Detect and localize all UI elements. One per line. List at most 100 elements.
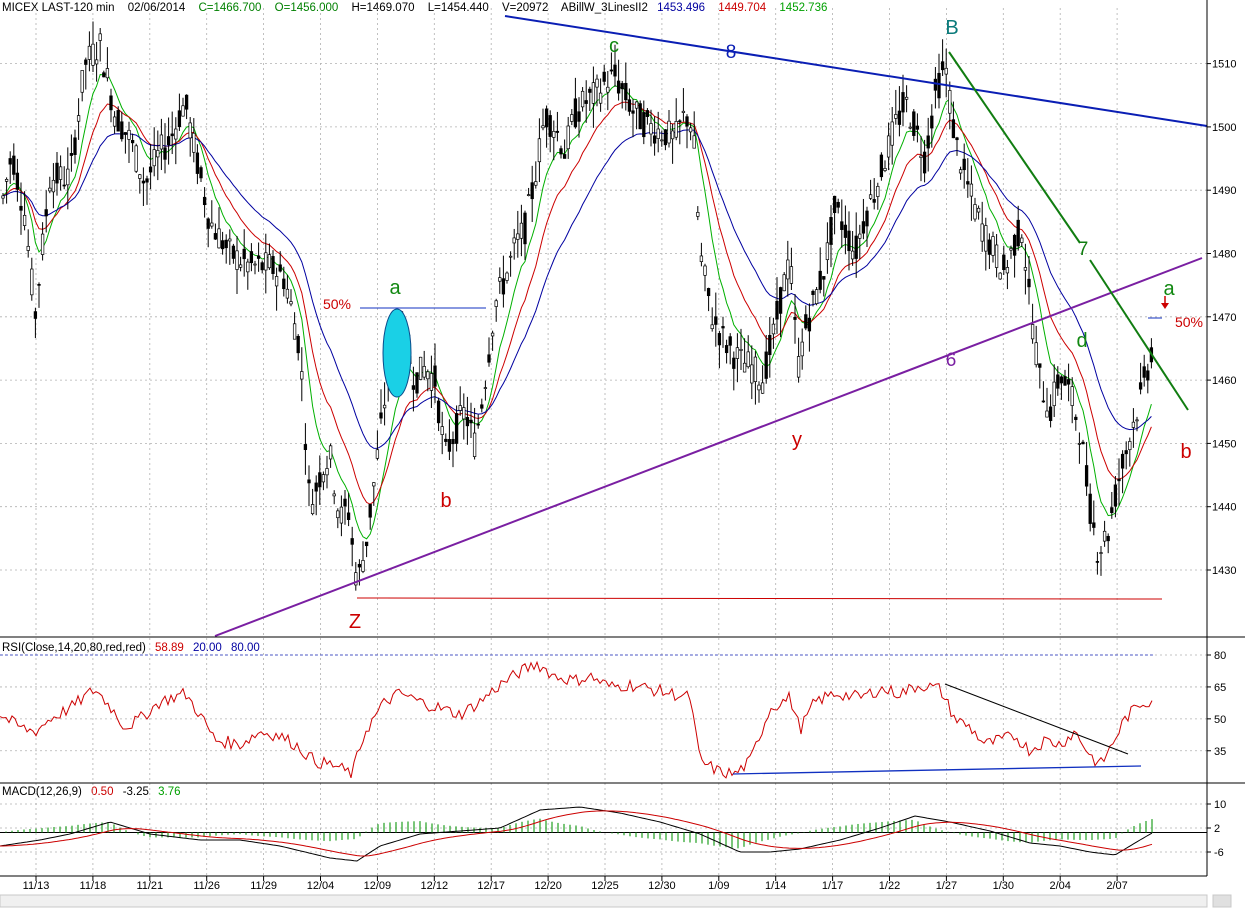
arrow-down-icon	[1161, 303, 1169, 309]
candle-body	[94, 59, 99, 65]
candle-body	[1092, 522, 1096, 528]
line3-value-label: 1452.736	[779, 2, 828, 14]
candle-body	[652, 135, 657, 144]
x-tick-label: 12/30	[648, 880, 676, 892]
candle-body	[213, 233, 218, 240]
candle-body	[1070, 386, 1074, 406]
candle-body	[253, 263, 257, 266]
wave-label-c: c	[609, 35, 619, 57]
candle-body	[274, 276, 279, 287]
candle-body	[91, 43, 95, 66]
grid	[0, 8, 1207, 876]
candle-body	[559, 148, 563, 155]
candle-body	[876, 186, 880, 197]
candle-body	[548, 115, 552, 137]
candle-body	[847, 230, 851, 252]
wave-label-Z: Z	[349, 611, 361, 633]
candle-body	[112, 116, 117, 127]
macd-signal-line	[0, 810, 1153, 857]
candle-body	[19, 205, 23, 211]
trendline-6	[214, 257, 1203, 637]
candle-body	[195, 152, 200, 174]
rsi-line	[0, 660, 1153, 779]
candle-body	[786, 259, 790, 280]
y-tick-label: 1460	[1212, 375, 1236, 387]
candle-body	[994, 244, 999, 268]
candle-body	[850, 250, 855, 260]
candle-body	[696, 212, 700, 217]
volume-label: V=20972	[501, 2, 549, 14]
candle-body	[141, 180, 146, 184]
candle-body	[912, 111, 916, 136]
rsi-label: RSI(Close,14,20,80,red,red)	[2, 642, 146, 654]
candle-body	[937, 72, 941, 99]
candle-body	[552, 131, 556, 138]
candle-body	[411, 385, 416, 390]
candle-body	[955, 137, 959, 141]
candle-body	[904, 96, 909, 100]
candle-body	[379, 412, 383, 419]
fib-label-left: 50%	[323, 296, 351, 312]
candle-body	[130, 140, 135, 144]
candle-body	[40, 233, 45, 255]
x-tick-label: 12/17	[477, 880, 505, 892]
candle-body	[793, 316, 797, 320]
candle-body	[116, 110, 120, 132]
candle-body	[883, 168, 887, 171]
candle-body	[51, 179, 56, 193]
candle-body	[278, 264, 282, 272]
candle-body	[566, 125, 570, 150]
y-tick-label: 1490	[1212, 185, 1236, 197]
candle-body	[199, 167, 203, 179]
candle-body	[1041, 400, 1046, 403]
candle-body	[627, 99, 632, 112]
candle-body	[1131, 421, 1136, 428]
y-tick-label: 1500	[1212, 122, 1236, 134]
candle-body	[894, 114, 898, 119]
candle-body	[843, 224, 848, 238]
candle-body	[102, 72, 106, 78]
candle-body	[1027, 278, 1031, 288]
candle-body	[930, 115, 934, 129]
candle-body	[807, 317, 812, 332]
candle-body	[933, 78, 938, 91]
candle-body	[109, 95, 113, 111]
candle-body	[84, 59, 88, 65]
candle-body	[678, 120, 682, 123]
x-tick-label: 12/20	[534, 880, 562, 892]
candle-body	[48, 187, 52, 192]
candle-body	[170, 133, 174, 137]
candle-body	[1002, 254, 1006, 270]
x-tick-label: 12/25	[591, 880, 619, 892]
candle-body	[80, 70, 84, 93]
scrollbar-button	[1212, 894, 1232, 908]
low-label: L=1454.440	[427, 2, 489, 14]
candle-body	[37, 284, 41, 286]
candle-body	[188, 122, 192, 139]
candle-body	[973, 204, 977, 220]
highlight-ellipse	[382, 308, 412, 398]
price-header: MICEX LAST-120 min 02/06/2014 C=1466.700…	[2, 1, 837, 15]
candle-body	[613, 64, 617, 77]
candle-body	[940, 61, 945, 71]
x-tick-label: 1/09	[708, 880, 729, 892]
x-tick-label: 2/04	[1049, 880, 1070, 892]
candle-body	[980, 223, 984, 242]
candle-body	[1066, 379, 1071, 385]
rsi-divergence-line	[944, 683, 1129, 755]
candle-body	[184, 94, 189, 110]
macd-line	[0, 806, 1153, 862]
candle-body	[724, 345, 729, 354]
candle-body	[865, 210, 869, 227]
candle-body	[192, 132, 196, 153]
candle-body	[120, 121, 124, 140]
candle-body	[1120, 453, 1125, 469]
candle-body	[861, 221, 866, 234]
candle-body	[1, 195, 5, 199]
candle-body	[444, 438, 448, 442]
candle-body	[285, 288, 290, 299]
candle-body	[354, 572, 358, 586]
candle-body	[1102, 530, 1107, 542]
candle-body	[1110, 507, 1114, 514]
